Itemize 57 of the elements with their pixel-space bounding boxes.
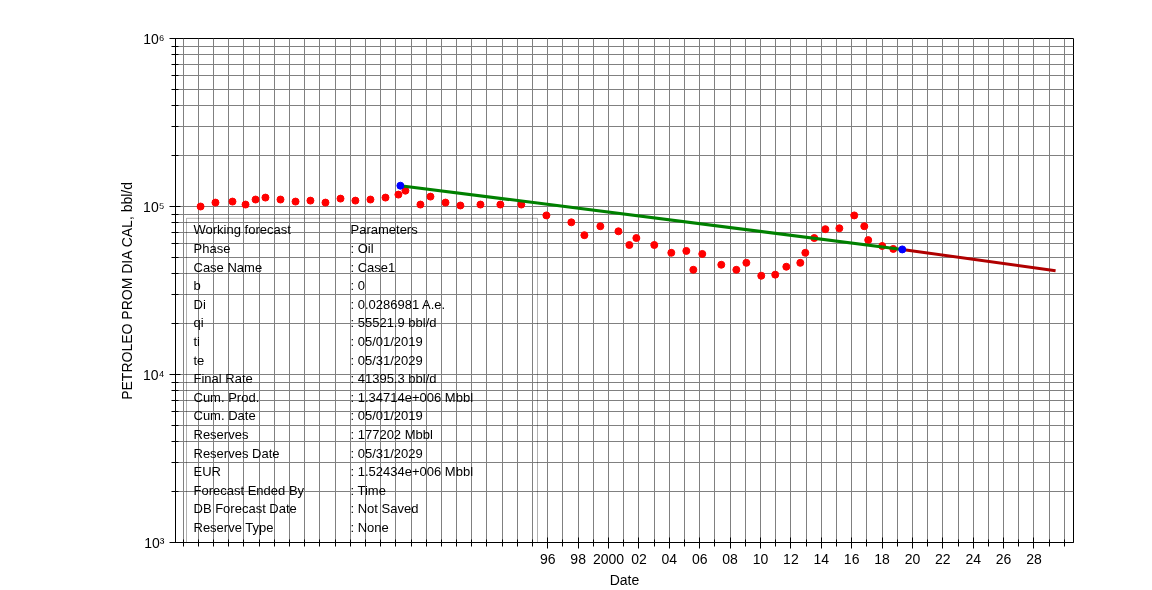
annotation: Parameters <box>350 222 419 238</box>
annotation: : Time <box>350 482 386 498</box>
x-tick-label: 16 <box>843 550 860 567</box>
annotation: : 05/31/2029 <box>350 445 423 461</box>
annotation: : Case1 <box>350 259 396 275</box>
x-tick-label: 12 <box>783 550 799 567</box>
annotation: ti <box>193 333 201 349</box>
x-tick-label: 02 <box>631 550 647 567</box>
annotation: : Oil <box>350 240 374 256</box>
annotation: : 05/01/2019 <box>350 408 423 424</box>
annotation: Reserves <box>193 426 249 442</box>
y-tick-label: 10⁵ <box>143 198 165 215</box>
x-tick-label: 96 <box>539 550 556 567</box>
x-tick-label: 2000 <box>592 550 625 567</box>
x-tick-label: 24 <box>965 550 982 567</box>
annotation: : 1.34714e+006 Mbbl <box>350 389 474 405</box>
annotation: Forecast Ended By <box>193 482 305 498</box>
annotation: Cum. Date <box>193 408 256 424</box>
annotation: Final Rate <box>193 371 253 387</box>
annotation: b <box>193 278 201 294</box>
annotation: EUR <box>193 464 221 480</box>
annotation: Reserve Type <box>193 519 274 535</box>
y-axis-title: PETROLEO PROM DIA CAL, bbl/d <box>118 181 135 400</box>
annotation: : Not Saved <box>350 501 419 517</box>
annotation: : 05/01/2019 <box>350 333 423 349</box>
annotation: Cum. Prod. <box>193 389 260 405</box>
annotation: : None <box>350 519 389 535</box>
annotation: : 0 <box>350 278 365 294</box>
x-tick-label: 22 <box>935 550 951 567</box>
x-tick-label: 06 <box>691 550 708 567</box>
annotation: : 55521.9 bbl/d <box>350 315 437 331</box>
x-tick-label: 26 <box>995 550 1012 567</box>
x-tick-label: 98 <box>570 550 587 567</box>
annotation: DB Forecast Date <box>193 501 297 517</box>
x-tick-label: 20 <box>904 550 921 567</box>
x-tick-label: 14 <box>813 550 830 567</box>
annotation: : 41395.3 bbl/d <box>350 371 437 387</box>
annotation: Phase <box>193 240 231 256</box>
y-tick-label: 10³ <box>144 534 165 551</box>
annotation: Reserves Date <box>193 445 280 461</box>
x-tick-label: 10 <box>752 550 769 567</box>
y-tick-label: 10⁶ <box>143 30 165 47</box>
annotation: Case Name <box>193 259 263 275</box>
x-tick-label: 08 <box>722 550 739 567</box>
x-axis-title: Date <box>609 571 640 588</box>
x-tick-label: 18 <box>874 550 891 567</box>
annotation: Di <box>193 296 206 312</box>
annotation: Working forecast <box>193 222 292 238</box>
annotation: qi <box>193 315 204 331</box>
annotation: : 05/31/2029 <box>350 352 423 368</box>
x-tick-label: 28 <box>1026 550 1042 567</box>
x-tick-label: 04 <box>661 550 678 567</box>
annotation: te <box>193 352 205 368</box>
y-tick-label: 10⁴ <box>142 366 165 383</box>
annotation: : 177202 Mbbl <box>350 426 433 442</box>
annotation: : 1.52434e+006 Mbbl <box>350 464 474 480</box>
annotation: : 0.0286981 A.e. <box>350 296 446 312</box>
